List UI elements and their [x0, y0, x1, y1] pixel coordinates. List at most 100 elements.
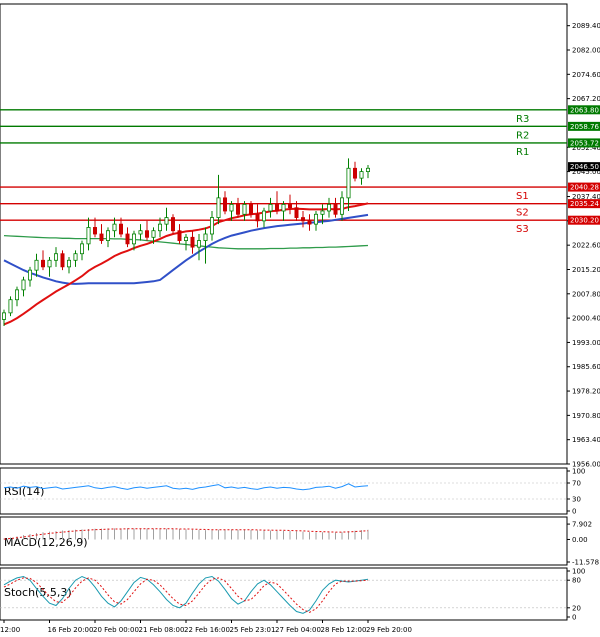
price-tick-label: 2037.40 — [572, 193, 600, 201]
rsi-tick-label: 30 — [572, 496, 581, 504]
candle-body — [157, 223, 162, 232]
time-tick-label: 12:00 — [0, 626, 20, 634]
candle-body — [326, 204, 331, 212]
macd-tick-label: 0.00 — [572, 536, 588, 544]
price-tick-label: 2015.20 — [572, 266, 600, 274]
candle-body — [8, 299, 13, 314]
candle-body — [196, 240, 201, 248]
rsi-axis: 100 70 30 0 — [0, 468, 585, 516]
candle-body — [352, 167, 357, 179]
candle-body — [119, 223, 124, 235]
candle-body — [151, 230, 156, 238]
stoch-tick-label: 100 — [572, 568, 585, 576]
macd-signal-polyline — [3, 528, 369, 540]
candle-body — [2, 312, 7, 320]
candle-body — [80, 243, 85, 255]
support-price-tag-s1-box — [568, 182, 600, 192]
candle-body — [229, 204, 234, 212]
candle-body — [222, 197, 227, 212]
candle-body — [255, 213, 260, 222]
time-tick-label: 21 Feb 08:00 — [139, 626, 185, 634]
candle-body — [99, 233, 104, 241]
support-price-tag-s2-box — [568, 199, 600, 209]
macd-tick-label: -11.578 — [572, 559, 599, 567]
price-panel-frame — [0, 3, 568, 465]
stoch-lines — [3, 575, 369, 614]
candle-body — [248, 204, 253, 215]
rsi-label: RSI(14) — [4, 485, 44, 498]
price-tick-label: 1970.80 — [572, 412, 600, 420]
macd-axis: 7.902 0.00 -11.578 — [567, 521, 599, 567]
macd-histogram — [3, 528, 369, 540]
candle-body — [365, 167, 370, 172]
ma-blue-line — [3, 213, 369, 285]
candle-body — [333, 204, 338, 215]
candle-body — [177, 230, 182, 241]
candle-body — [93, 227, 98, 235]
current-price-tag-text: 2046.50 — [570, 163, 599, 171]
resistance-price-tag-r3-box — [568, 105, 600, 115]
candle-body — [274, 204, 279, 212]
resistance-price-tag-r1-text: 2053.72 — [570, 139, 599, 147]
resistance-price-tag-r1-box — [568, 138, 600, 148]
resistance-price-tag-r2-box — [568, 121, 600, 131]
candle-body — [216, 197, 221, 218]
candle-body — [261, 210, 266, 222]
macd-label: MACD(12,26,9) — [4, 536, 88, 549]
macd-signal-line — [3, 528, 369, 540]
candle-body — [170, 217, 175, 232]
time-tick-label: 27 Feb 04:00 — [275, 626, 321, 634]
candle-body — [242, 204, 247, 215]
price-tick-label: 2000.40 — [572, 315, 600, 323]
candle-body — [47, 259, 52, 268]
price-tick-label: 1978.20 — [572, 388, 600, 396]
stoch-signal-polyline — [3, 577, 369, 613]
price-tick-label: 2089.40 — [572, 22, 600, 30]
candle-body — [281, 204, 286, 212]
time-axis: 12:00 16 Feb 20:00 20 Feb 00:00 21 Feb 08:0… — [0, 620, 412, 634]
candle-body — [164, 217, 169, 225]
price-axis: 2089.40 2082.00 2074.60 2067.20 2052.40 2045.… — [567, 22, 600, 469]
candle-body — [125, 233, 130, 245]
candles — [2, 158, 370, 326]
candle-body — [359, 171, 364, 179]
rsi-tick-label: 70 — [572, 480, 581, 488]
stoch-tick-label: 20 — [572, 604, 581, 612]
candle-body — [86, 227, 91, 245]
candle-body — [60, 253, 65, 268]
price-tick-label: 2052.40 — [572, 144, 600, 152]
time-tick-label: 16 Feb 20:00 — [48, 626, 94, 634]
current-price-tag-box — [568, 162, 600, 172]
support-price-tag-s2-text: 2035.24 — [570, 200, 599, 208]
support-label-s3: S3 — [516, 224, 529, 235]
candle-body — [313, 213, 318, 225]
price-tick-label: 2007.80 — [572, 290, 600, 298]
time-tick-label: 22 Feb 16:00 — [184, 626, 230, 634]
candle-body — [54, 253, 59, 261]
price-tags: 2063.80 2058.76 2053.72 2040.28 2035.24 2030.… — [568, 105, 600, 225]
candle-body — [14, 289, 19, 301]
rsi-tick-label: 0 — [572, 508, 576, 516]
time-tick-label: 25 Feb 23:01 — [230, 626, 276, 634]
price-tick-label: 1993.00 — [572, 339, 600, 347]
support-price-tag-s3-text: 2030.20 — [570, 217, 599, 225]
resistance-price-tag-r2-text: 2058.76 — [570, 123, 599, 131]
stoch-panel-frame — [0, 567, 568, 621]
candle-body — [300, 217, 305, 222]
ma-red-line — [3, 202, 369, 326]
stoch-tick-label: 0 — [572, 614, 576, 622]
candle-body — [209, 217, 214, 235]
candle-body — [73, 253, 78, 261]
candle-body — [268, 204, 273, 212]
candle-body — [41, 259, 46, 268]
candle-body — [294, 207, 299, 218]
time-tick-label: 28 Feb 12:00 — [321, 626, 367, 634]
time-tick-label: 20 Feb 00:00 — [93, 626, 139, 634]
candle-body — [144, 230, 149, 238]
price-tick-label: 1985.60 — [572, 363, 600, 371]
candle-body — [27, 269, 32, 281]
candle-body — [138, 230, 143, 235]
macd-panel-frame — [0, 516, 568, 566]
candle-body — [190, 236, 195, 248]
